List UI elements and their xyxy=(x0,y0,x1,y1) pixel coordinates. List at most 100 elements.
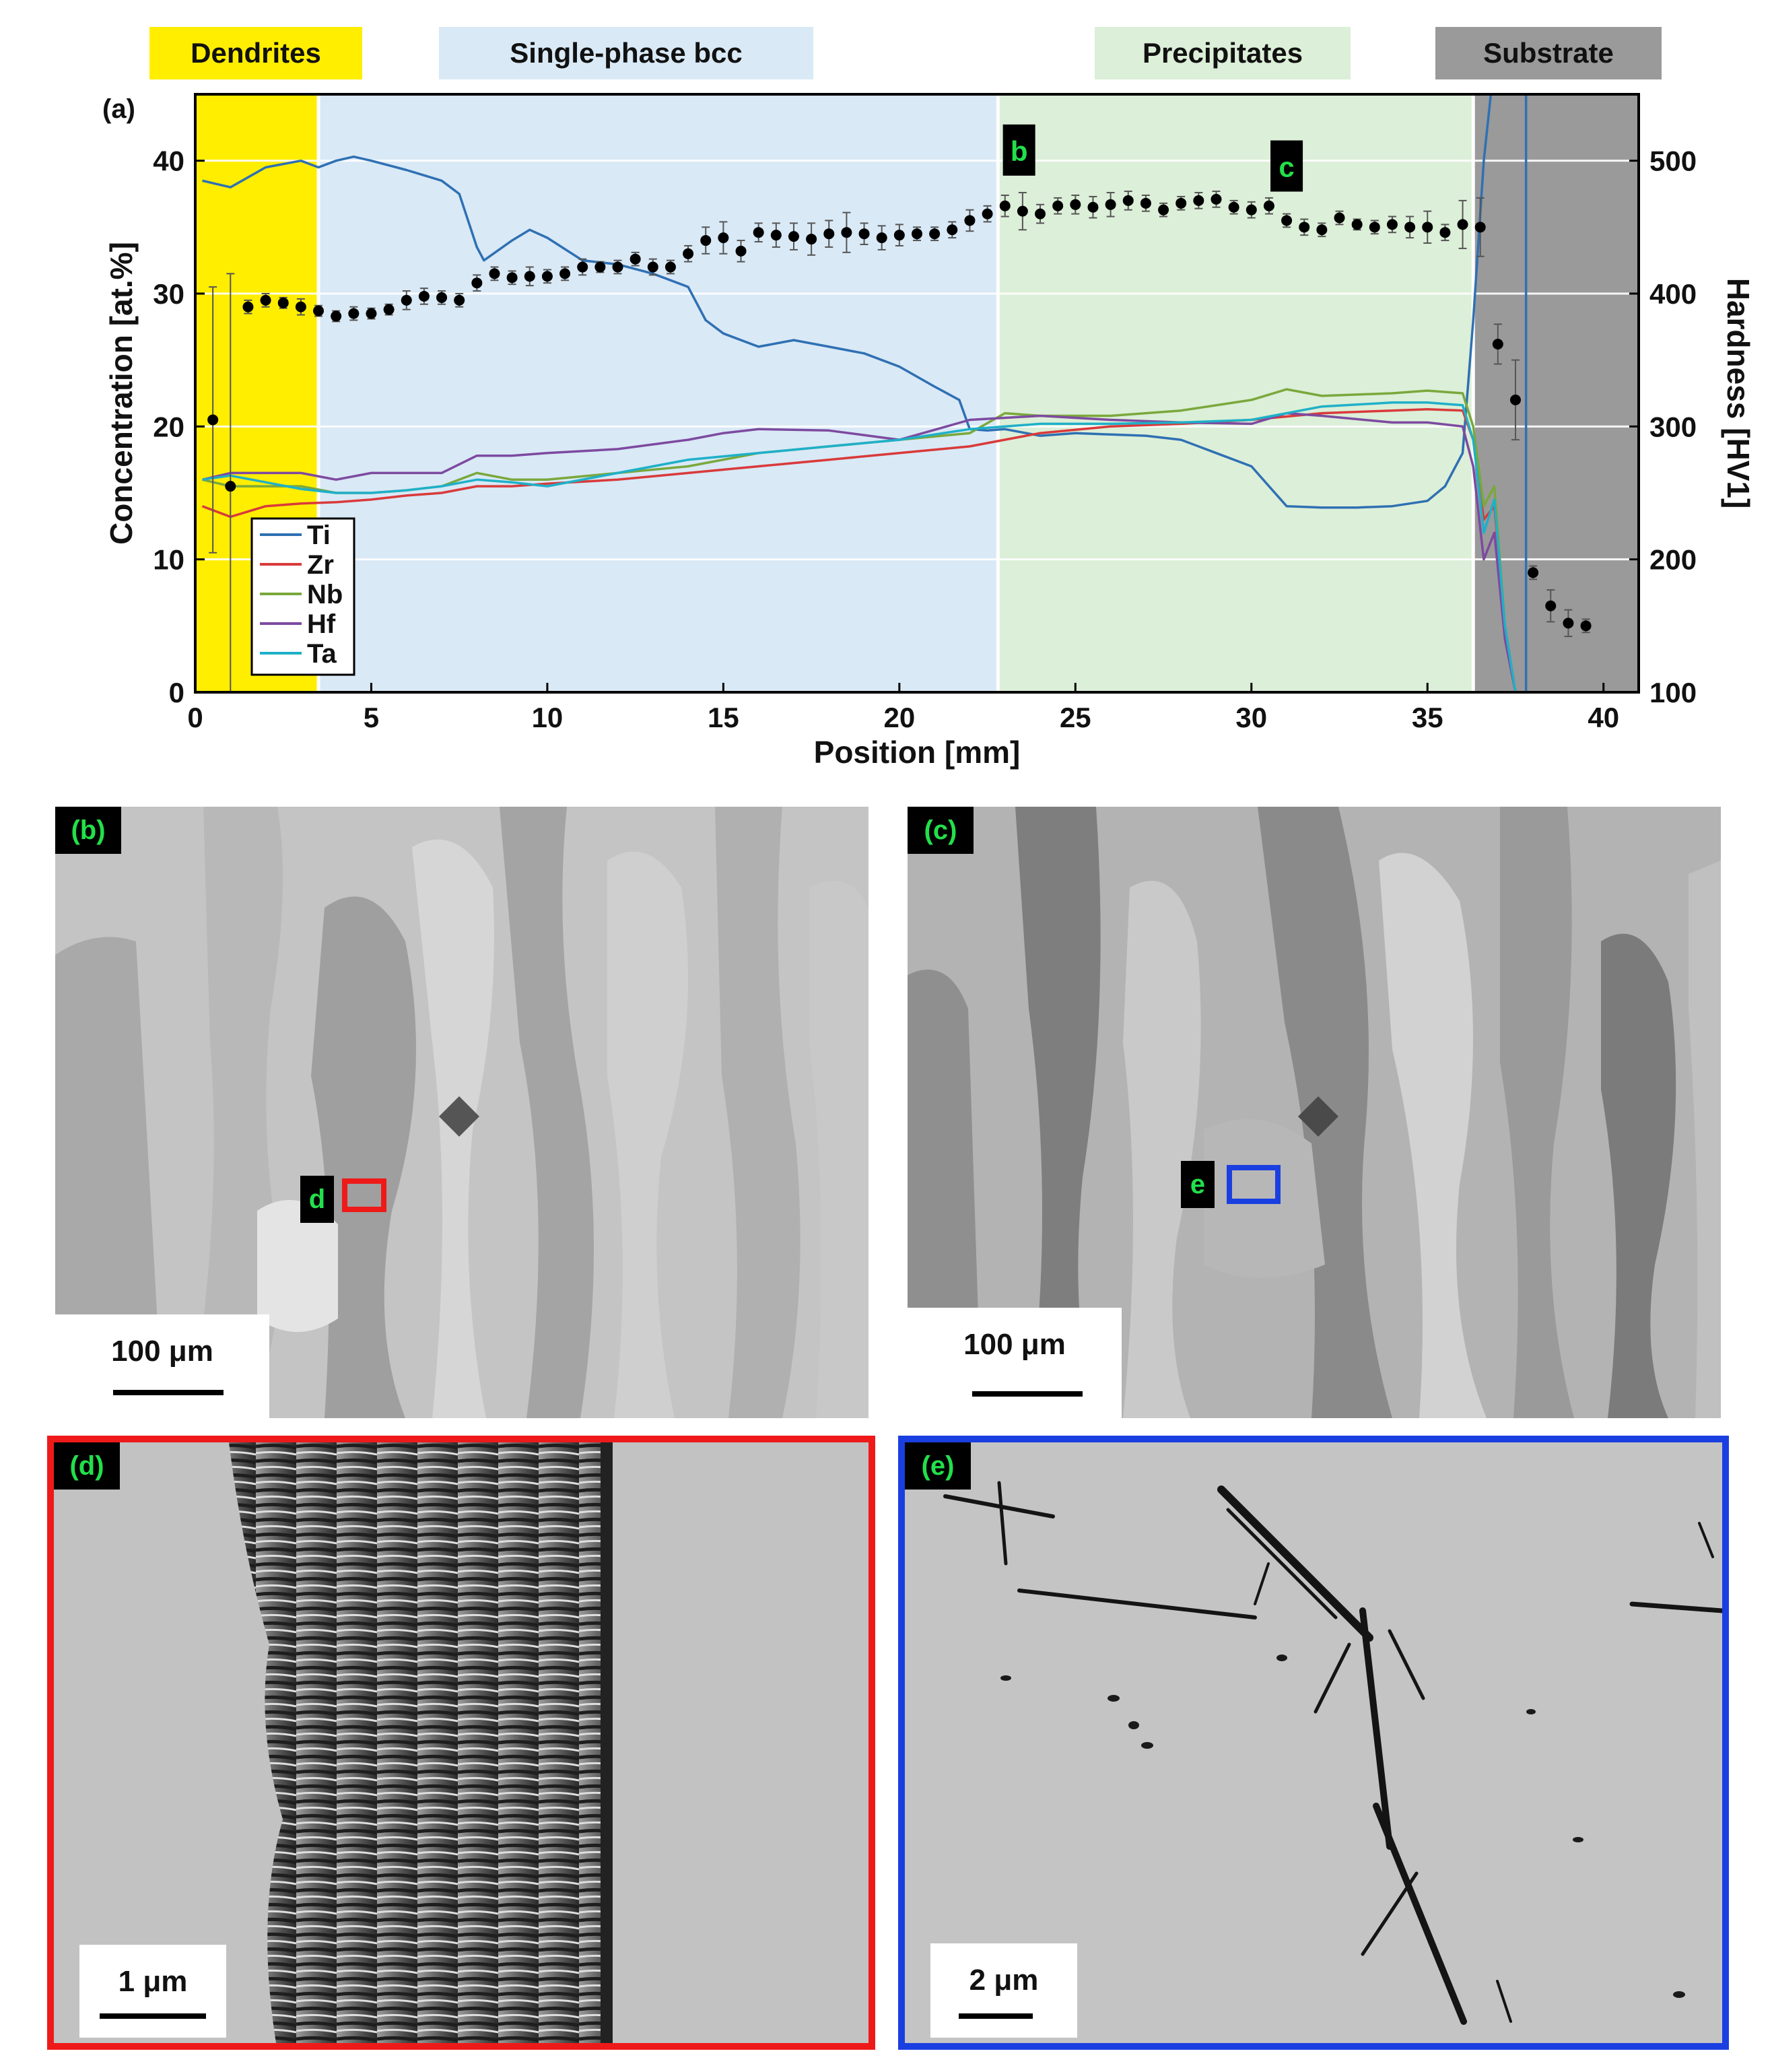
hardness-point-19 xyxy=(541,271,553,282)
y2-axis-label: Hardness [HV1] xyxy=(1721,278,1756,509)
region-3 xyxy=(1473,94,1639,692)
hardness-point-26 xyxy=(664,261,676,273)
hardness-point-67 xyxy=(1386,219,1398,230)
single-phase-region-label: Single-phase bcc xyxy=(439,27,813,79)
hardness-point-20 xyxy=(559,268,571,279)
hardness-point-32 xyxy=(770,230,782,241)
hardness-point-49 xyxy=(1070,199,1081,210)
hardness-point-31 xyxy=(753,227,764,238)
hardness-point-54 xyxy=(1158,204,1169,215)
series-line-zr xyxy=(201,407,1517,692)
hardness-point-51 xyxy=(1105,199,1116,210)
scalebar-c: 100 μm xyxy=(908,1308,1122,1418)
panel-a-label: (a) xyxy=(102,94,135,124)
y-tick-label-30: 30 xyxy=(153,278,184,310)
inset-d-marker: d xyxy=(300,1176,334,1223)
hardness-point-8 xyxy=(348,308,360,319)
hardness-point-70 xyxy=(1439,227,1451,238)
hardness-point-59 xyxy=(1246,204,1257,215)
y-tick-label-10: 10 xyxy=(153,544,184,576)
hardness-point-46 xyxy=(1017,205,1028,217)
scalebar-b: 100 μm xyxy=(55,1314,269,1418)
hardness-point-38 xyxy=(876,232,887,244)
micrograph-e: (e) 2 μm xyxy=(898,1436,1729,2050)
scalebar-c-text: 100 μm xyxy=(963,1328,1066,1361)
hardness-point-63 xyxy=(1316,224,1328,236)
hardness-point-34 xyxy=(806,234,817,245)
series-line-hf xyxy=(202,411,1517,692)
region-1 xyxy=(318,94,998,692)
hardness-point-64 xyxy=(1334,212,1345,224)
inset-e-marker: e xyxy=(1181,1161,1215,1208)
scalebar-e-bar xyxy=(959,2013,1033,2019)
hardness-point-56 xyxy=(1193,195,1204,206)
hardness-point-65 xyxy=(1351,219,1363,230)
hardness-point-66 xyxy=(1369,222,1380,233)
hardness-point-68 xyxy=(1404,222,1416,233)
panel-c-label: (c) xyxy=(908,807,974,854)
panel-b-label: (b) xyxy=(55,807,121,854)
hardness-point-69 xyxy=(1422,222,1433,233)
x-tick-label-30: 30 xyxy=(1235,702,1267,733)
hardness-point-42 xyxy=(947,224,958,236)
scalebar-c-bar xyxy=(972,1391,1083,1397)
hardness-point-5 xyxy=(295,301,306,312)
scalebar-e-text: 2 μm xyxy=(969,1964,1039,1997)
hardness-point-62 xyxy=(1299,222,1310,233)
hardness-point-36 xyxy=(841,227,852,238)
hardness-point-55 xyxy=(1175,197,1187,209)
marker-label-c: c xyxy=(1279,152,1294,183)
hardness-point-43 xyxy=(964,215,976,226)
hardness-point-75 xyxy=(1528,567,1539,578)
hardness-point-6 xyxy=(313,305,325,316)
micrograph-b: (b) d 100 μm xyxy=(55,807,868,1418)
hardness-point-52 xyxy=(1122,195,1134,206)
x-tick-label-5: 5 xyxy=(364,702,379,733)
panel-d-label: (d) xyxy=(54,1442,120,1490)
x-tick-label-35: 35 xyxy=(1412,702,1443,733)
hardness-point-61 xyxy=(1281,215,1293,226)
hardness-point-40 xyxy=(912,228,922,240)
hardness-point-29 xyxy=(718,232,729,244)
x-axis-label: Position [mm] xyxy=(814,735,1021,770)
hardness-point-74 xyxy=(1509,394,1521,405)
micrograph-c: (c) e 100 μm xyxy=(908,807,1721,1418)
substrate-region-label: Substrate xyxy=(1435,27,1662,79)
indent-c xyxy=(1298,1096,1338,1137)
series-line-ti xyxy=(202,94,1495,509)
series-line-ta xyxy=(202,401,1517,692)
hardness-point-7 xyxy=(331,310,342,322)
hardness-point-16 xyxy=(489,268,500,279)
hardness-point-30 xyxy=(735,245,747,257)
hardness-point-50 xyxy=(1087,201,1099,213)
x-tick-label-40: 40 xyxy=(1588,702,1619,733)
hardness-point-22 xyxy=(594,261,606,273)
marker-label-b: b xyxy=(1011,135,1028,167)
hardness-point-37 xyxy=(858,228,870,240)
hardness-point-9 xyxy=(366,308,377,319)
y2-tick-label-100: 100 xyxy=(1649,677,1697,708)
hardness-point-58 xyxy=(1228,201,1239,213)
micrograph-d-lamellae xyxy=(229,1442,613,2043)
x-tick-label-15: 15 xyxy=(708,702,739,733)
y-axis-label: Concentration [at.%] xyxy=(104,242,139,545)
x-tick-label-0: 0 xyxy=(187,702,203,733)
inset-d-frame xyxy=(342,1178,386,1212)
hardness-point-39 xyxy=(893,230,905,241)
inset-e-frame xyxy=(1227,1165,1281,1204)
hardness-point-41 xyxy=(929,228,941,240)
hardness-point-21 xyxy=(577,261,588,273)
hardness-point-60 xyxy=(1263,200,1274,211)
x-tick-label-20: 20 xyxy=(883,702,915,733)
scalebar-d-bar xyxy=(100,2013,206,2019)
hardness-point-44 xyxy=(982,208,993,220)
hardness-point-27 xyxy=(683,248,694,259)
hardness-point-47 xyxy=(1035,208,1046,220)
scalebar-b-bar xyxy=(113,1390,224,1395)
hardness-point-53 xyxy=(1140,197,1151,209)
hardness-point-11 xyxy=(401,294,412,306)
hardness-point-28 xyxy=(700,235,712,246)
scalebar-e: 2 μm xyxy=(930,1943,1077,2038)
panel-e-label: (e) xyxy=(905,1442,971,1490)
